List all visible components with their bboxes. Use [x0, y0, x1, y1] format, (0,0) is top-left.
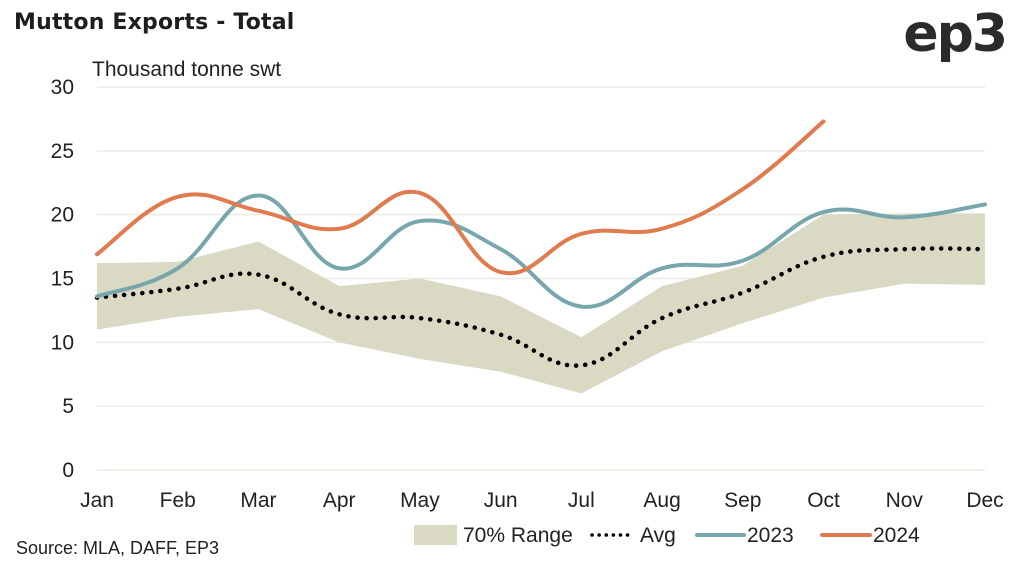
ep3-logo: ep3 — [903, 4, 1008, 64]
legend-swatch-range — [414, 525, 457, 545]
legend-label-range: 70% Range — [463, 524, 573, 547]
series-line-avg — [94, 246, 988, 368]
y-tick-label: 5 — [62, 395, 74, 418]
series-line-2023 — [95, 193, 987, 309]
legend-label-avg: Avg — [640, 524, 676, 547]
y-axis-ticks: 0 5 10 15 20 25 30 — [51, 76, 74, 482]
y-tick-label: 20 — [51, 204, 74, 227]
chart-title: Mutton Exports - Total — [14, 10, 295, 35]
series-lines — [94, 119, 988, 368]
legend: 70% Range Avg 2023 2024 — [414, 524, 920, 547]
y-tick-label: 10 — [51, 331, 74, 354]
x-tick-label: Apr — [323, 489, 356, 512]
x-tick-label: Sep — [724, 489, 761, 512]
range-area — [97, 213, 985, 394]
y-tick-label: 25 — [51, 140, 74, 163]
x-tick-label: Aug — [643, 489, 680, 512]
x-tick-label: Mar — [240, 489, 276, 512]
x-axis-ticks: Jan Feb Mar Apr May Jun Jul Aug Sep Oct Nov Dec — [80, 489, 1004, 512]
x-tick-label: Jun — [484, 489, 518, 512]
x-tick-label: Dec — [966, 489, 1003, 512]
legend-label-2024: 2024 — [873, 524, 920, 547]
x-tick-label: Nov — [886, 489, 924, 512]
x-tick-label: Jan — [80, 489, 114, 512]
y-axis-label: Thousand tonne swt — [92, 58, 281, 81]
y-tick-label: 15 — [51, 268, 74, 291]
range-band — [97, 213, 985, 394]
legend-label-2023: 2023 — [747, 524, 794, 547]
y-tick-label: 0 — [62, 459, 74, 482]
x-tick-label: Jul — [568, 489, 595, 512]
series-line-2024 — [95, 119, 826, 276]
x-tick-label: Oct — [807, 489, 840, 512]
x-tick-label: Feb — [160, 489, 196, 512]
y-tick-label: 30 — [51, 76, 74, 99]
x-tick-label: May — [400, 489, 440, 512]
source-note: Source: MLA, DAFF, EP3 — [16, 538, 220, 558]
